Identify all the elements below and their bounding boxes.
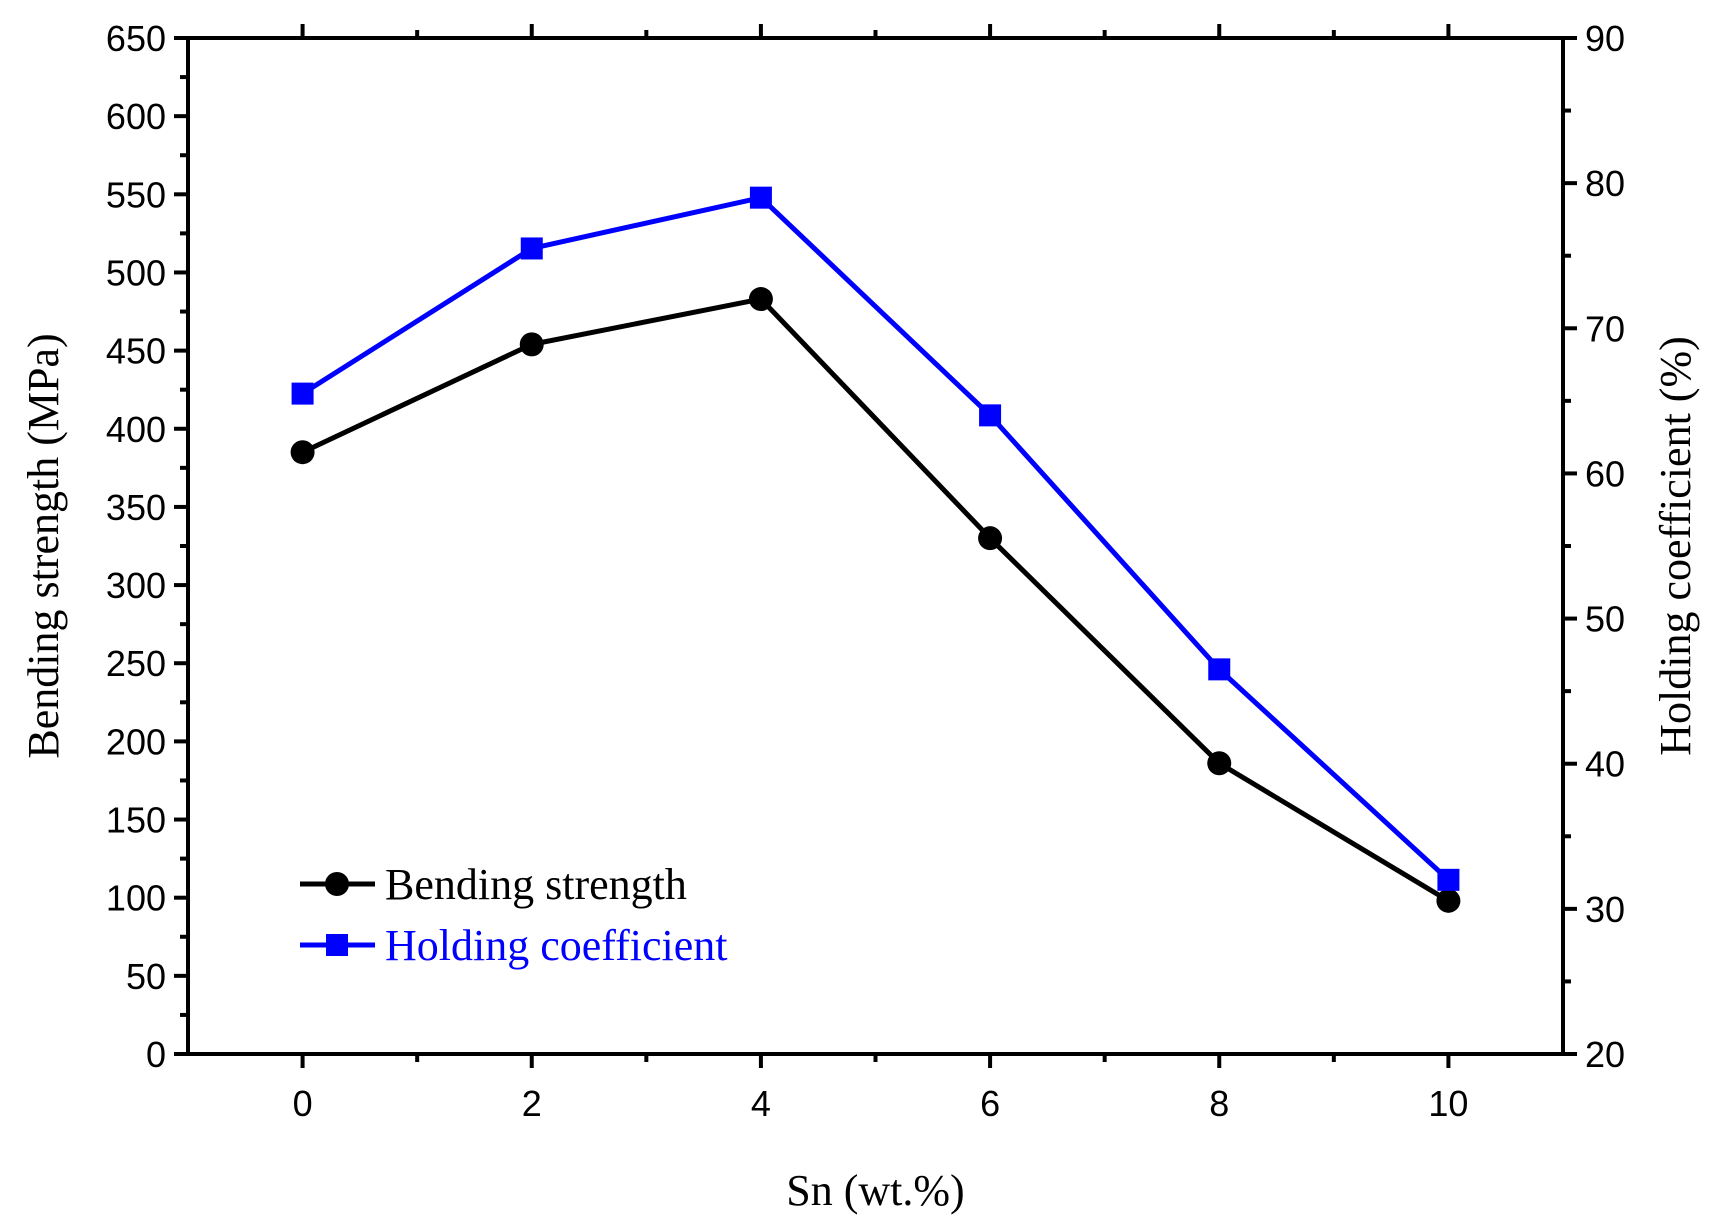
- x-axis-title: Sn (wt.%): [786, 1166, 964, 1215]
- y-tick-label: 300: [106, 565, 166, 606]
- data-point-holding-coefficient: [1208, 658, 1231, 681]
- legend-item-bending-strength: Bending strength: [300, 860, 687, 909]
- y2-tick-label: 40: [1585, 744, 1625, 785]
- series-line-bending-strength: [301, 296, 1450, 903]
- y2-tick-label: 20: [1585, 1034, 1625, 1075]
- x-tick-label: 8: [1209, 1083, 1229, 1124]
- tick-labels-layer: 0 2 4 6 8 10050100150200250300350400450500550…: [106, 18, 1625, 1124]
- y-tick-label: 500: [106, 252, 166, 293]
- x-tick-label: 4: [751, 1083, 771, 1124]
- y-tick-label: 150: [106, 800, 166, 841]
- y-tick-label: 650: [106, 18, 166, 59]
- data-point-bending-strength: [290, 440, 315, 465]
- y-tick-label: 350: [106, 487, 166, 528]
- x-tick-label: 0: [293, 1083, 313, 1124]
- y2-tick-label: 70: [1585, 308, 1625, 349]
- x-tick-label: 2: [522, 1083, 542, 1124]
- series-line-holding-coefficient: [301, 195, 1451, 882]
- data-point-holding-coefficient: [1437, 868, 1460, 891]
- data-point-holding-coefficient: [749, 186, 772, 209]
- x-tick-label: 10: [1428, 1083, 1468, 1124]
- data-point-holding-coefficient: [979, 404, 1002, 427]
- data-point-bending-strength: [978, 526, 1003, 551]
- series-layer: [290, 186, 1461, 913]
- y-tick-label: 200: [106, 721, 166, 762]
- y-tick-label: 100: [106, 878, 166, 919]
- y2-tick-label: 50: [1585, 599, 1625, 640]
- plot-frame: [186, 36, 1565, 1056]
- data-point-bending-strength: [1436, 888, 1461, 913]
- data-point-holding-coefficient: [291, 382, 314, 405]
- y2-axis-title: Holding coefficient (%): [1651, 336, 1700, 755]
- y-tick-label: 600: [106, 96, 166, 137]
- legend-item-holding-coefficient: Holding coefficient: [300, 921, 728, 970]
- ticks-layer: [174, 24, 1577, 1068]
- x-tick-label: 6: [980, 1083, 1000, 1124]
- y-axis-title: Bending strength (MPa): [19, 333, 68, 758]
- y2-tick-label: 90: [1585, 18, 1625, 59]
- legend-marker-bending-strength: [325, 872, 349, 896]
- legend-label-holding-coefficient: Holding coefficient: [385, 921, 728, 970]
- legend: Bending strength Holding coefficient: [300, 860, 728, 970]
- y-tick-label: 0: [146, 1034, 166, 1075]
- y-tick-label: 450: [106, 331, 166, 372]
- data-point-bending-strength: [1207, 751, 1232, 776]
- data-point-bending-strength: [748, 287, 773, 312]
- y2-tick-label: 30: [1585, 889, 1625, 930]
- legend-label-bending-strength: Bending strength: [385, 860, 687, 909]
- y-tick-label: 250: [106, 643, 166, 684]
- data-point-bending-strength: [519, 332, 544, 357]
- y2-tick-label: 80: [1585, 163, 1625, 204]
- legend-marker-holding-coefficient: [326, 934, 348, 956]
- y-tick-label: 50: [126, 956, 166, 997]
- y2-tick-label: 60: [1585, 453, 1625, 494]
- y-tick-label: 400: [106, 409, 166, 450]
- y-tick-label: 550: [106, 174, 166, 215]
- data-point-holding-coefficient: [520, 237, 543, 260]
